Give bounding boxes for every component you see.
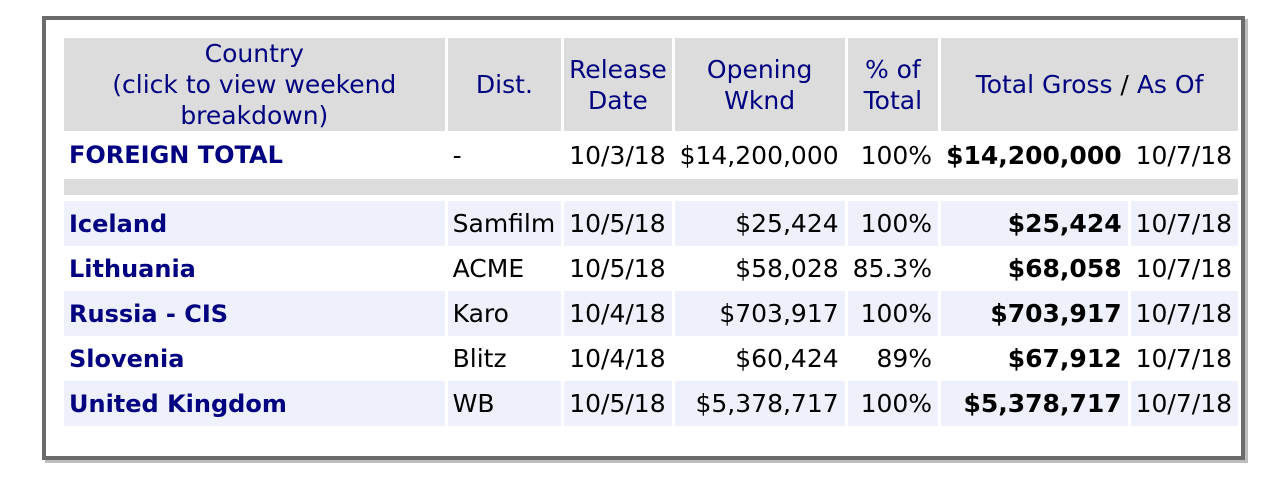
header-total-gross: Total Gross	[975, 70, 1113, 99]
header-country-title: Country	[204, 39, 304, 68]
header-opening-line1: Opening	[706, 54, 813, 84]
header-country: Country (click to view weekend breakdown…	[64, 38, 445, 131]
foreign-total-as-of: 10/7/18	[1135, 140, 1232, 170]
release-cell: 10/5/18	[569, 254, 666, 283]
gross-cell: $25,424	[941, 201, 1128, 246]
separator-bar	[64, 179, 1238, 195]
table-row: United Kingdom WB 10/5/18 $5,378,717 100…	[64, 381, 1238, 426]
gross-cell: $5,378,717	[941, 381, 1128, 426]
foreign-total-release: 10/3/18	[569, 140, 666, 170]
as-of-cell: 10/7/18	[1135, 254, 1232, 283]
header-total-gross-as-of: Total Gross / As Of	[941, 38, 1238, 131]
header-country-hint: (click to view weekend breakdown)	[112, 70, 397, 130]
country-link[interactable]: Iceland	[64, 201, 445, 246]
header-release-line2: Date	[588, 85, 648, 115]
opening-cell: $58,028	[735, 254, 839, 283]
pct-cell: 100%	[847, 381, 939, 426]
dist-cell: Blitz	[452, 344, 507, 373]
release-cell: 10/4/18	[564, 291, 672, 336]
foreign-box-office-table: Country (click to view weekend breakdown…	[61, 38, 1241, 426]
table-row: Iceland Samfilm 10/5/18 $25,424 100% $25…	[64, 201, 1238, 246]
dist-cell: Samfilm	[447, 201, 562, 246]
country-name[interactable]: Lithuania	[69, 254, 196, 283]
header-pct-line1: % of	[864, 54, 921, 84]
header-release-date: Release Date	[564, 38, 672, 131]
country-name[interactable]: Iceland	[69, 209, 168, 238]
foreign-total-gross: $14,200,000	[946, 140, 1122, 170]
foreign-total-pct: 100%	[860, 140, 933, 170]
foreign-total-dist: -	[452, 140, 462, 170]
country-name[interactable]: Slovenia	[69, 344, 185, 373]
foreign-total-opening: $14,200,000	[679, 140, 839, 170]
opening-cell: $60,424	[735, 344, 839, 373]
separator-row	[64, 179, 1238, 195]
opening-cell: $25,424	[674, 201, 845, 246]
country-link[interactable]: United Kingdom	[64, 381, 445, 426]
release-cell: 10/4/18	[569, 344, 666, 373]
gross-cell: $67,912	[1007, 344, 1122, 373]
header-pct-total: % of Total	[847, 38, 939, 131]
pct-cell: 100%	[847, 201, 939, 246]
foreign-total-label: FOREIGN TOTAL	[69, 141, 283, 169]
release-cell: 10/5/18	[564, 381, 672, 426]
release-cell: 10/5/18	[564, 201, 672, 246]
header-pct-line2: Total	[863, 85, 923, 115]
table-row: Russia - CIS Karo 10/4/18 $703,917 100% …	[64, 291, 1238, 336]
as-of-cell: 10/7/18	[1130, 291, 1238, 336]
table-row: Slovenia Blitz 10/4/18 $60,424 89% $67,9…	[64, 336, 1238, 381]
as-of-cell: 10/7/18	[1130, 201, 1238, 246]
header-as-of: As Of	[1136, 70, 1204, 99]
dist-cell: ACME	[452, 254, 525, 283]
table-row: Lithuania ACME 10/5/18 $58,028 85.3% $68…	[64, 246, 1238, 291]
opening-cell: $703,917	[674, 291, 845, 336]
country-link[interactable]: Slovenia	[64, 336, 445, 381]
header-slash: /	[1120, 70, 1129, 99]
country-name[interactable]: Russia - CIS	[69, 299, 229, 328]
header-opening-wknd: Opening Wknd	[674, 38, 845, 131]
dist-cell: WB	[447, 381, 562, 426]
country-link[interactable]: Lithuania	[64, 246, 445, 291]
header-opening-line2: Wknd	[724, 85, 796, 115]
box-office-frame: Country (click to view weekend breakdown…	[42, 16, 1245, 460]
gross-cell: $703,917	[941, 291, 1128, 336]
header-release-line1: Release	[569, 54, 667, 84]
opening-cell: $5,378,717	[674, 381, 845, 426]
as-of-cell: 10/7/18	[1130, 381, 1238, 426]
pct-cell: 100%	[847, 291, 939, 336]
pct-cell: 89%	[876, 344, 933, 373]
header-row: Country (click to view weekend breakdown…	[64, 38, 1238, 131]
country-name[interactable]: United Kingdom	[69, 389, 287, 418]
pct-cell: 85.3%	[852, 254, 933, 283]
country-link[interactable]: Russia - CIS	[64, 291, 445, 336]
header-dist: Dist.	[447, 38, 562, 131]
dist-cell: Karo	[447, 291, 562, 336]
gross-cell: $68,058	[1007, 254, 1122, 283]
as-of-cell: 10/7/18	[1135, 344, 1232, 373]
foreign-total-row: FOREIGN TOTAL - 10/3/18 $14,200,000 100%…	[64, 131, 1238, 179]
